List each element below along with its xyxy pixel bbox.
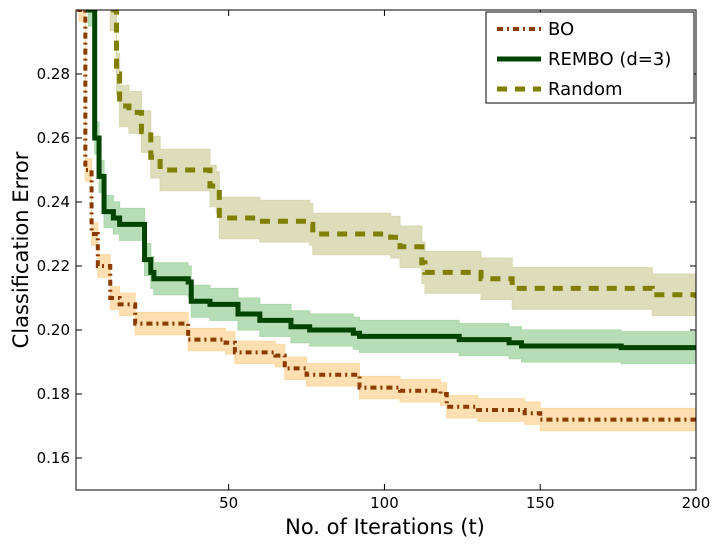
y-tick-label: 0.16 xyxy=(37,449,70,467)
legend-label-rembo: REMBO (d=3) xyxy=(548,49,671,70)
x-tick-label: 150 xyxy=(526,494,555,512)
y-tick-label: 0.22 xyxy=(37,257,70,275)
y-tick-label: 0.26 xyxy=(37,129,70,147)
legend: BO REMBO (d=3) Random xyxy=(485,11,695,104)
line-bo xyxy=(77,10,696,423)
line-rembo xyxy=(85,10,696,351)
band-random xyxy=(109,10,696,319)
error-bands xyxy=(78,10,696,434)
band-rembo xyxy=(87,10,696,366)
y-tick-label: 0.20 xyxy=(37,321,70,339)
x-tick-label: 50 xyxy=(219,494,238,512)
x-tick-label: 100 xyxy=(370,494,399,512)
band-bo xyxy=(78,10,696,434)
legend-label-random: Random xyxy=(548,79,623,100)
x-axis-label: No. of Iterations (t) xyxy=(285,515,485,539)
x-tick-label: 200 xyxy=(682,494,711,512)
y-tick-label: 0.18 xyxy=(37,385,70,403)
series-lines xyxy=(77,10,696,423)
legend-label-bo: BO xyxy=(548,19,574,40)
y-tick-label: 0.24 xyxy=(37,193,70,211)
plot-frame xyxy=(75,9,697,491)
y-axis-label: Classification Error xyxy=(9,151,33,348)
y-tick-label: 0.28 xyxy=(37,65,70,83)
axis-ticks: 50 100 150 200 0.16 0.18 0.20 0.22 0.24 0.26 0.28 xyxy=(37,10,711,512)
